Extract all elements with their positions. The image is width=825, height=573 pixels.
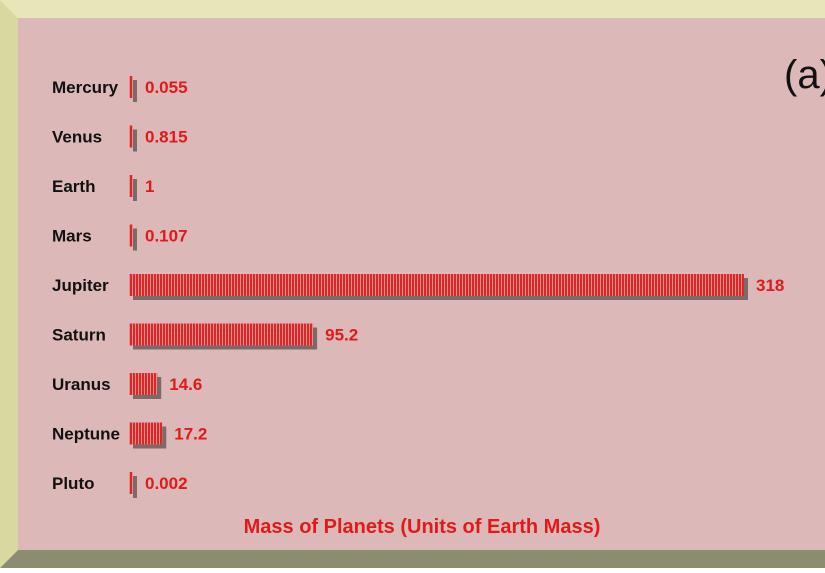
frame-left-bevel bbox=[0, 0, 18, 568]
category-label-mercury: Mercury bbox=[52, 78, 119, 97]
bar-mars bbox=[129, 224, 133, 247]
category-label-mars: Mars bbox=[52, 227, 92, 246]
bar-jupiter bbox=[129, 274, 744, 296]
category-label-venus: Venus bbox=[52, 128, 102, 147]
bar-neptune bbox=[129, 422, 163, 445]
value-label-pluto: 0.002 bbox=[145, 474, 188, 493]
category-label-earth: Earth bbox=[52, 177, 95, 196]
value-label-earth: 1 bbox=[145, 177, 154, 196]
bar-shadow-mercury bbox=[133, 80, 137, 102]
bar-earth bbox=[129, 175, 133, 197]
category-label-uranus: Uranus bbox=[52, 375, 111, 394]
bar-shadow-mars bbox=[133, 228, 137, 251]
value-label-mars: 0.107 bbox=[145, 227, 188, 246]
value-label-mercury: 0.055 bbox=[145, 78, 188, 97]
value-label-uranus: 14.6 bbox=[169, 375, 202, 394]
bar-pluto bbox=[129, 472, 133, 494]
frame-top-bevel bbox=[0, 0, 825, 18]
bar-shadow-venus bbox=[133, 129, 137, 152]
value-label-jupiter: 318 bbox=[756, 276, 784, 295]
category-label-pluto: Pluto bbox=[52, 474, 95, 493]
bar-saturn bbox=[129, 323, 314, 346]
value-label-saturn: 95.2 bbox=[325, 326, 358, 345]
value-label-venus: 0.815 bbox=[145, 128, 188, 147]
bar-venus bbox=[129, 125, 133, 148]
bar-mercury bbox=[129, 76, 133, 98]
bar-shadow-pluto bbox=[133, 476, 137, 498]
frame-bottom-bevel bbox=[0, 550, 825, 568]
category-label-saturn: Saturn bbox=[52, 326, 106, 345]
category-label-neptune: Neptune bbox=[52, 425, 120, 444]
category-label-jupiter: Jupiter bbox=[52, 276, 109, 295]
chart-title: Mass of Planets (Units of Earth Mass) bbox=[244, 516, 601, 538]
bar-uranus bbox=[129, 373, 158, 395]
panel-label: (a) bbox=[784, 53, 825, 97]
bars-group: Mercury 0.055 Venus 0.815 Earth 1 Mars 0.107 Jup… bbox=[52, 76, 784, 498]
value-label-neptune: 17.2 bbox=[174, 425, 207, 444]
bar-shadow-earth bbox=[133, 179, 137, 201]
